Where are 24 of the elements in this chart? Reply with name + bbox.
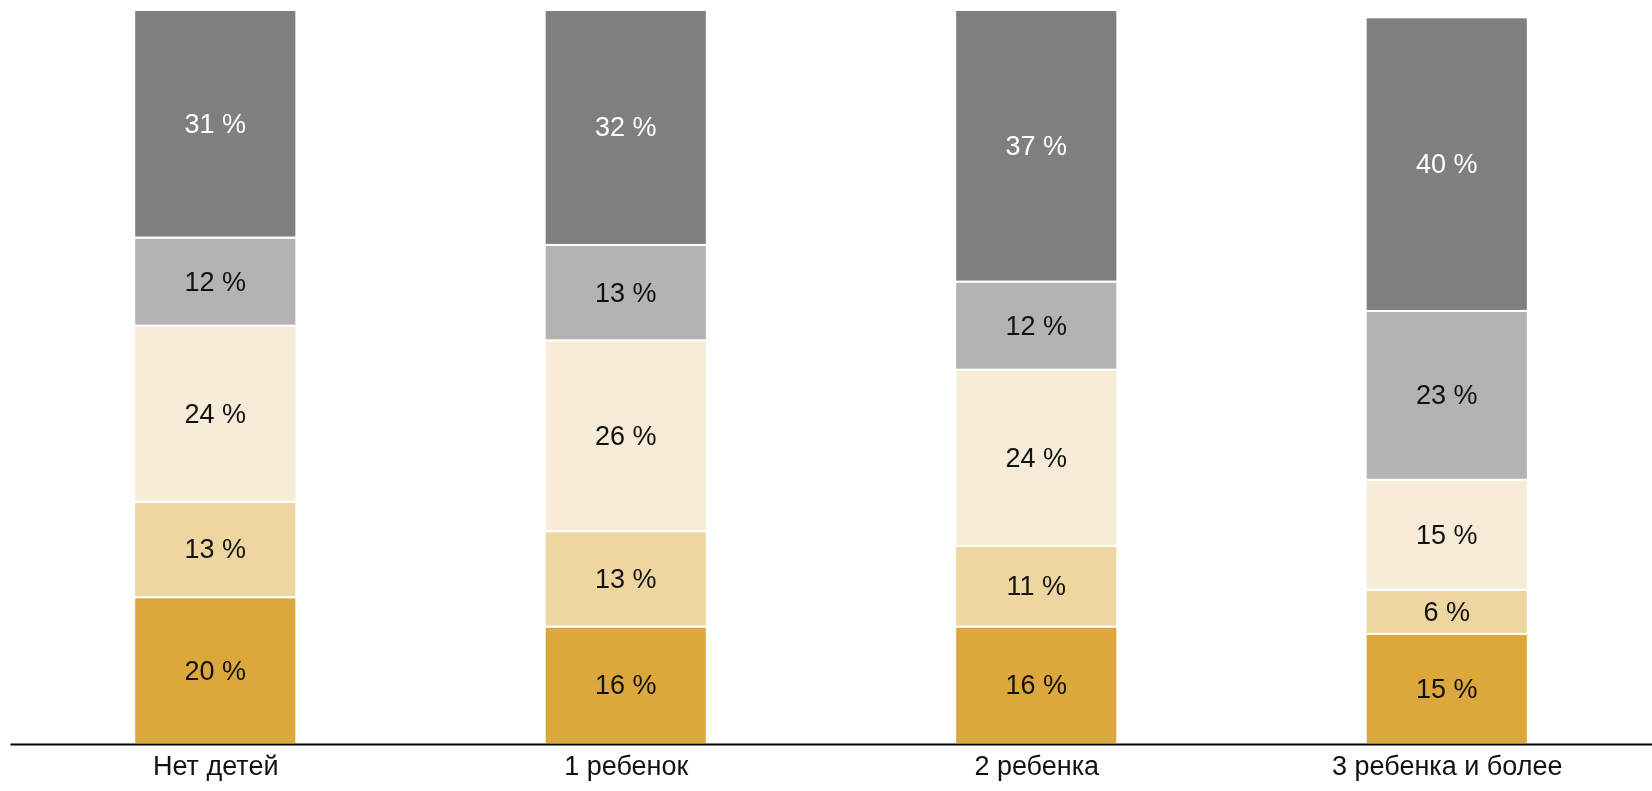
data-label: 40 % <box>1415 149 1478 180</box>
x-tick-label: Нет детей <box>152 751 279 782</box>
data-label: 16 % <box>594 670 657 701</box>
data-label: 6 % <box>1423 596 1471 627</box>
x-tick-label: 1 ребенок <box>564 751 689 782</box>
data-label: 23 % <box>1415 380 1478 411</box>
data-label: 37 % <box>1005 130 1068 161</box>
data-label: 13 % <box>594 277 657 308</box>
data-label: 12 % <box>184 266 247 297</box>
data-label: 31 % <box>184 108 247 139</box>
x-tick-label: 2 ребенка <box>974 751 1101 782</box>
data-label: 11 % <box>1006 571 1067 602</box>
data-label: 16 % <box>1005 670 1068 701</box>
data-label: 20 % <box>184 655 247 686</box>
data-label: 13 % <box>184 534 247 565</box>
data-label: 24 % <box>1005 442 1068 473</box>
data-label: 13 % <box>594 563 657 594</box>
data-label: 12 % <box>1005 310 1068 341</box>
data-label: 15 % <box>1415 673 1478 704</box>
data-label: 15 % <box>1415 519 1478 550</box>
data-label: 26 % <box>594 420 657 451</box>
data-label: 24 % <box>184 398 247 429</box>
data-label: 32 % <box>594 112 657 143</box>
x-tick-label: 3 ребенка и более <box>1331 751 1563 782</box>
